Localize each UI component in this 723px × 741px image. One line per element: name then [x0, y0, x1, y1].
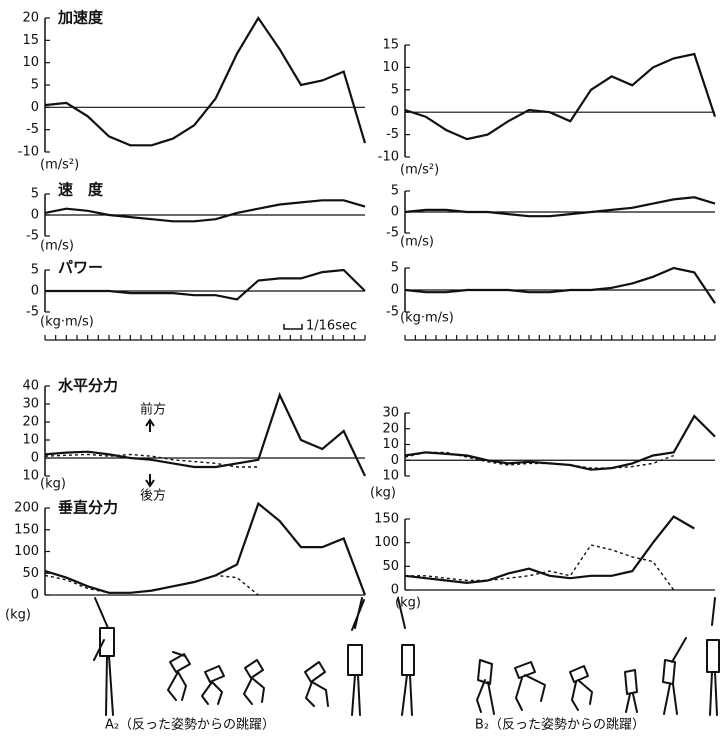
- scale-bar: [283, 324, 303, 330]
- y-tick-label: 40: [22, 379, 39, 394]
- y-tick-label: 20: [382, 421, 399, 436]
- y-tick-label: 100: [14, 544, 39, 559]
- y-tick-label: 0: [391, 105, 399, 120]
- y-tick-label: 50: [22, 566, 39, 581]
- unit-label: (m/s²): [400, 163, 439, 178]
- y-tick-label: 5: [391, 82, 399, 97]
- unit-label: (kg·m/s): [400, 311, 454, 326]
- unit-label: (m/s): [40, 239, 74, 254]
- stick-figure: [243, 659, 265, 705]
- annotation: 後方: [140, 488, 166, 504]
- y-tick-label: 0: [31, 284, 39, 299]
- panel-title: パワー: [58, 259, 103, 277]
- panel-title: 速 度: [58, 181, 104, 199]
- y-tick-label: -5: [26, 122, 39, 137]
- y-tick-label: 200: [14, 501, 39, 516]
- data-line: [44, 392, 366, 477]
- y-tick-label: 100: [374, 535, 399, 550]
- y-tick-label: 5: [391, 261, 399, 276]
- data-line: [404, 515, 695, 585]
- scale-label: 1/16sec: [306, 319, 357, 334]
- annotation: 前方: [140, 402, 166, 418]
- y-tick-label: 150: [14, 522, 39, 537]
- y-tick-label: 5: [31, 78, 39, 93]
- y-tick-label: 10: [22, 433, 39, 448]
- y-tick-label: 0: [391, 583, 399, 598]
- data-line: [404, 52, 717, 141]
- y-tick-label: 5: [391, 184, 399, 199]
- stick-figure: [624, 669, 638, 713]
- stick-figure: [476, 659, 495, 715]
- y-tick-label: -5: [386, 226, 399, 241]
- stick-figure: [347, 597, 365, 716]
- panel-title: 水平分力: [58, 377, 118, 395]
- y-tick-label: 0: [391, 283, 399, 298]
- unit-label: (kg·m/s): [40, 315, 94, 330]
- y-tick-label: 50: [382, 559, 399, 574]
- direction-arrows: [145, 418, 155, 488]
- y-tick-label: 0: [31, 208, 39, 223]
- data-line: [404, 196, 716, 218]
- y-tick-label: 10: [22, 55, 39, 70]
- data-line: [44, 15, 367, 147]
- caption: A₂（反った姿勢からの跳躍）: [105, 717, 275, 733]
- y-tick-label: -5: [386, 127, 399, 142]
- y-tick-label: 10: [22, 469, 39, 484]
- y-tick-label: 5: [31, 187, 39, 202]
- stick-figure: [662, 637, 687, 715]
- y-tick-label: 0: [391, 453, 399, 468]
- data-line: [405, 544, 675, 591]
- y-tick-label: -5: [26, 229, 39, 244]
- stick-figures: [93, 597, 720, 716]
- data-line: [404, 266, 716, 304]
- panel-title: 加速度: [57, 9, 104, 27]
- y-tick-label: 30: [382, 406, 399, 421]
- y-tick-label: 30: [22, 397, 39, 412]
- y-tick-label: 0: [31, 451, 39, 466]
- unit-label: (kg): [5, 608, 31, 623]
- y-tick-label: -5: [26, 305, 39, 320]
- caption: B₂（反った姿勢からの跳躍）: [475, 717, 645, 733]
- stick-figure: [514, 661, 546, 711]
- y-tick-label: 15: [22, 33, 39, 48]
- y-tick-label: 20: [22, 415, 39, 430]
- data-line: [44, 574, 259, 596]
- y-tick-label: 150: [374, 512, 399, 527]
- stick-figure: [304, 661, 329, 707]
- stick-figure: [93, 597, 115, 716]
- y-tick-label: -10: [18, 145, 39, 160]
- data-line: [44, 199, 366, 223]
- unit-label: (m/s²): [40, 158, 79, 173]
- data-line: [44, 501, 367, 596]
- y-tick-label: -5: [386, 305, 399, 320]
- stick-figure: [397, 597, 415, 716]
- stick-figure: [569, 665, 593, 711]
- data-line: [45, 268, 366, 301]
- y-tick-label: 10: [382, 60, 399, 75]
- y-tick-label: 10: [382, 437, 399, 452]
- y-tick-label: 0: [31, 588, 39, 603]
- data-line: [404, 414, 716, 471]
- unit-label: (kg): [370, 486, 396, 501]
- stick-figure: [706, 597, 720, 716]
- panel-title: 垂直分力: [58, 499, 118, 517]
- unit-label: (kg): [395, 596, 421, 611]
- y-tick-label: 10: [382, 469, 399, 484]
- y-tick-label: 0: [391, 205, 399, 220]
- y-tick-label: 20: [22, 11, 39, 26]
- y-tick-label: -10: [378, 150, 399, 165]
- unit-label: (m/s): [400, 235, 434, 250]
- unit-label: (kg): [40, 477, 66, 492]
- y-tick-label: 0: [31, 100, 39, 115]
- y-tick-label: 15: [382, 38, 399, 53]
- stick-figure: [201, 665, 225, 705]
- stick-figure: [167, 651, 191, 701]
- y-tick-label: 5: [31, 263, 39, 278]
